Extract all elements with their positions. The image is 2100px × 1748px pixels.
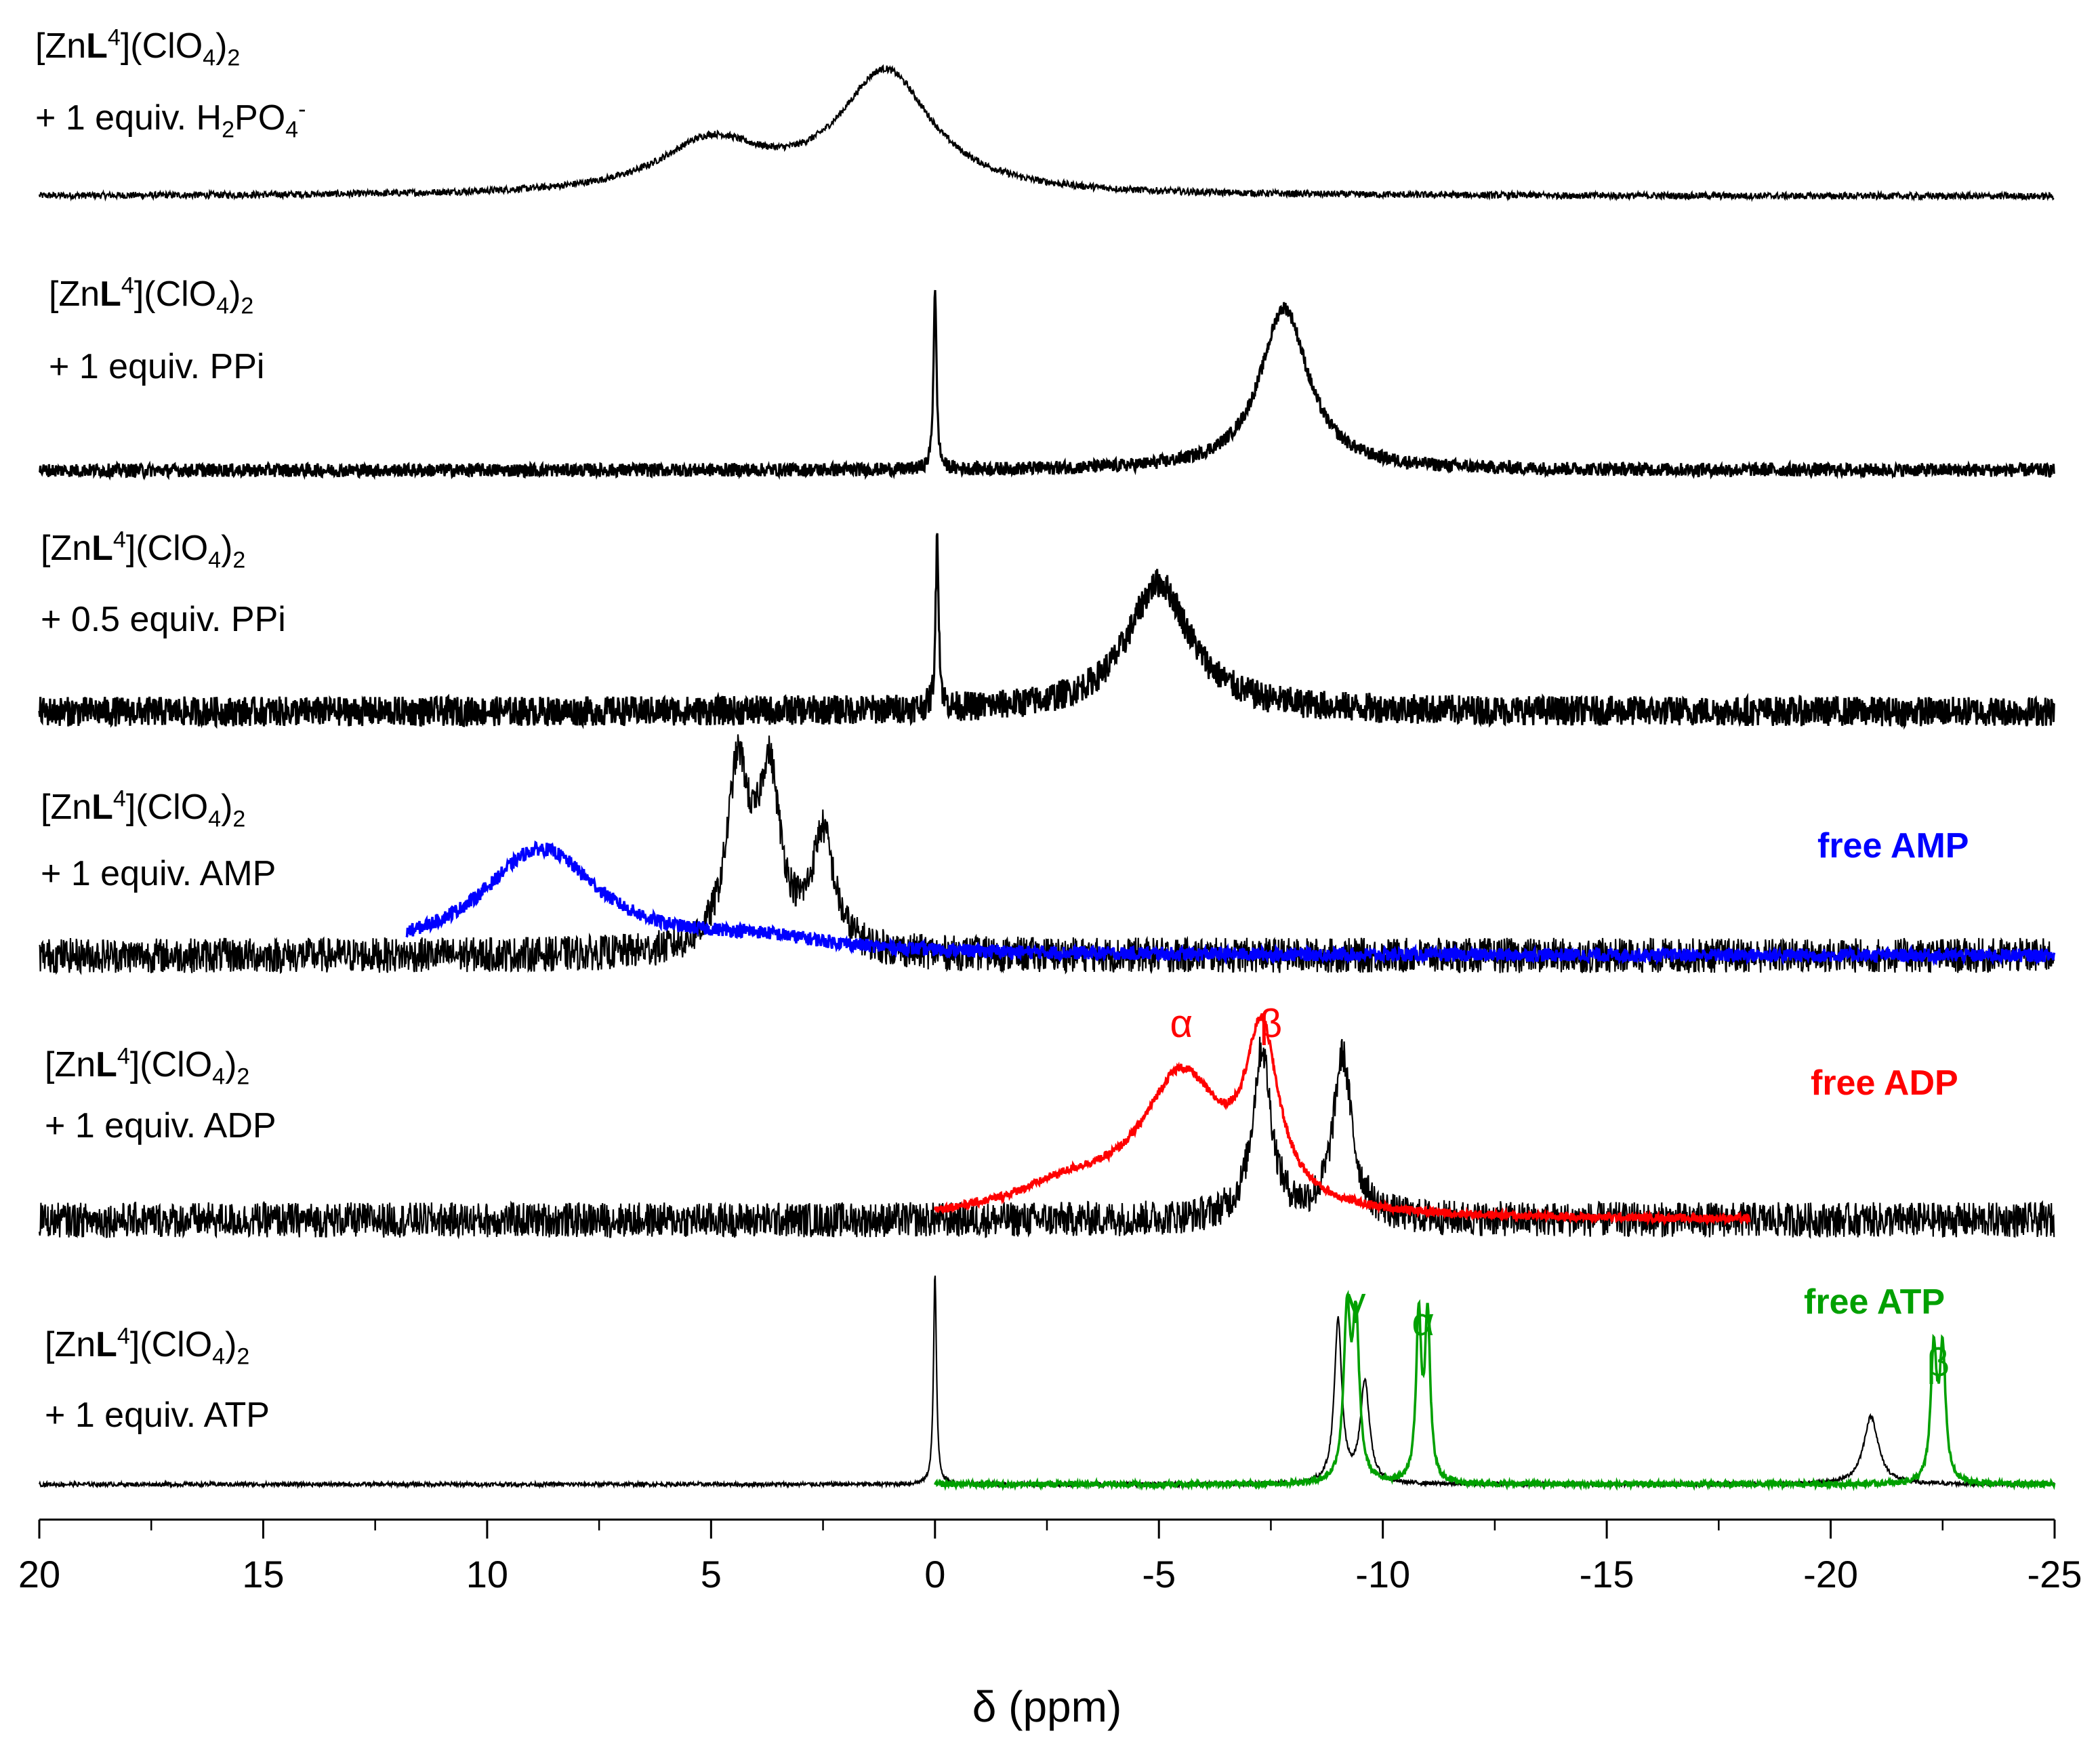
x-axis-title: δ (ppm) — [972, 1682, 1122, 1731]
label-complex-adp: [ZnL4](ClO4)2 — [45, 1043, 250, 1090]
peak-annotation: α — [1170, 1002, 1193, 1046]
label-complex-h2po4: [ZnL4](ClO4)2 — [35, 24, 241, 71]
label-complex-ppi-05: [ZnL4](ClO4)2 — [41, 527, 246, 573]
peak-annotations: α β γ α β — [1170, 1002, 1950, 1385]
peak-annotation: β — [1260, 1002, 1282, 1046]
label-complex-ppi-1: [ZnL4](ClO4)2 — [49, 272, 254, 319]
x-tick-label: -25 — [2027, 1553, 2082, 1595]
x-tick-label: -10 — [1355, 1553, 1410, 1595]
spectrum-trace-1 — [38, 64, 2055, 203]
peak-annotation: β — [1927, 1341, 1949, 1385]
label-equiv-ppi-1: + 1 equiv. PPi — [49, 347, 265, 386]
peak-annotation: γ — [1346, 1280, 1366, 1324]
overlay-trace-free-adp — [934, 1013, 1751, 1227]
x-tick-label: 10 — [466, 1553, 508, 1595]
x-tick-label: 20 — [18, 1553, 60, 1595]
overlay-trace-free-atp — [934, 1290, 2056, 1492]
x-tick-label: 15 — [242, 1553, 284, 1595]
x-tick-label: 0 — [924, 1553, 945, 1595]
label-complex-atp: [ZnL4](ClO4)2 — [45, 1323, 250, 1370]
x-tick-label: 5 — [701, 1553, 722, 1595]
label-equiv-h2po4: + 1 equiv. H2PO4- — [35, 96, 306, 143]
label-equiv-atp: + 1 equiv. ATP — [45, 1396, 270, 1435]
x-tick-label: -15 — [1580, 1553, 1634, 1595]
legend-free-amp: free AMP — [1817, 826, 1969, 866]
label-equiv-ppi-05: + 0.5 equiv. PPi — [41, 600, 286, 639]
spectrum-trace-3 — [38, 533, 2055, 730]
label-equiv-adp: + 1 equiv. ADP — [45, 1106, 276, 1145]
overlay-trace-free-amp — [405, 840, 2056, 967]
spectra-traces — [38, 64, 2056, 1492]
label-complex-amp: [ZnL4](ClO4)2 — [41, 786, 246, 832]
x-tick-label: -5 — [1142, 1553, 1176, 1595]
legend-free-atp: free ATP — [1804, 1282, 1945, 1322]
spectrum-trace-4 — [39, 734, 2055, 975]
spectrum-trace-2 — [38, 289, 2055, 481]
legend-free-adp: free ADP — [1811, 1063, 1958, 1103]
spectrum-trace-6 — [38, 1275, 2055, 1490]
peak-annotation: α — [1412, 1300, 1435, 1344]
x-tick-label: -20 — [1803, 1553, 1858, 1595]
label-equiv-amp: + 1 equiv. AMP — [41, 854, 276, 893]
spectrum-trace-5 — [38, 1036, 2055, 1240]
x-axis: 20 15 10 5 0 -5 -10 -15 -20 -25 δ (ppm) — [18, 1518, 2082, 1731]
